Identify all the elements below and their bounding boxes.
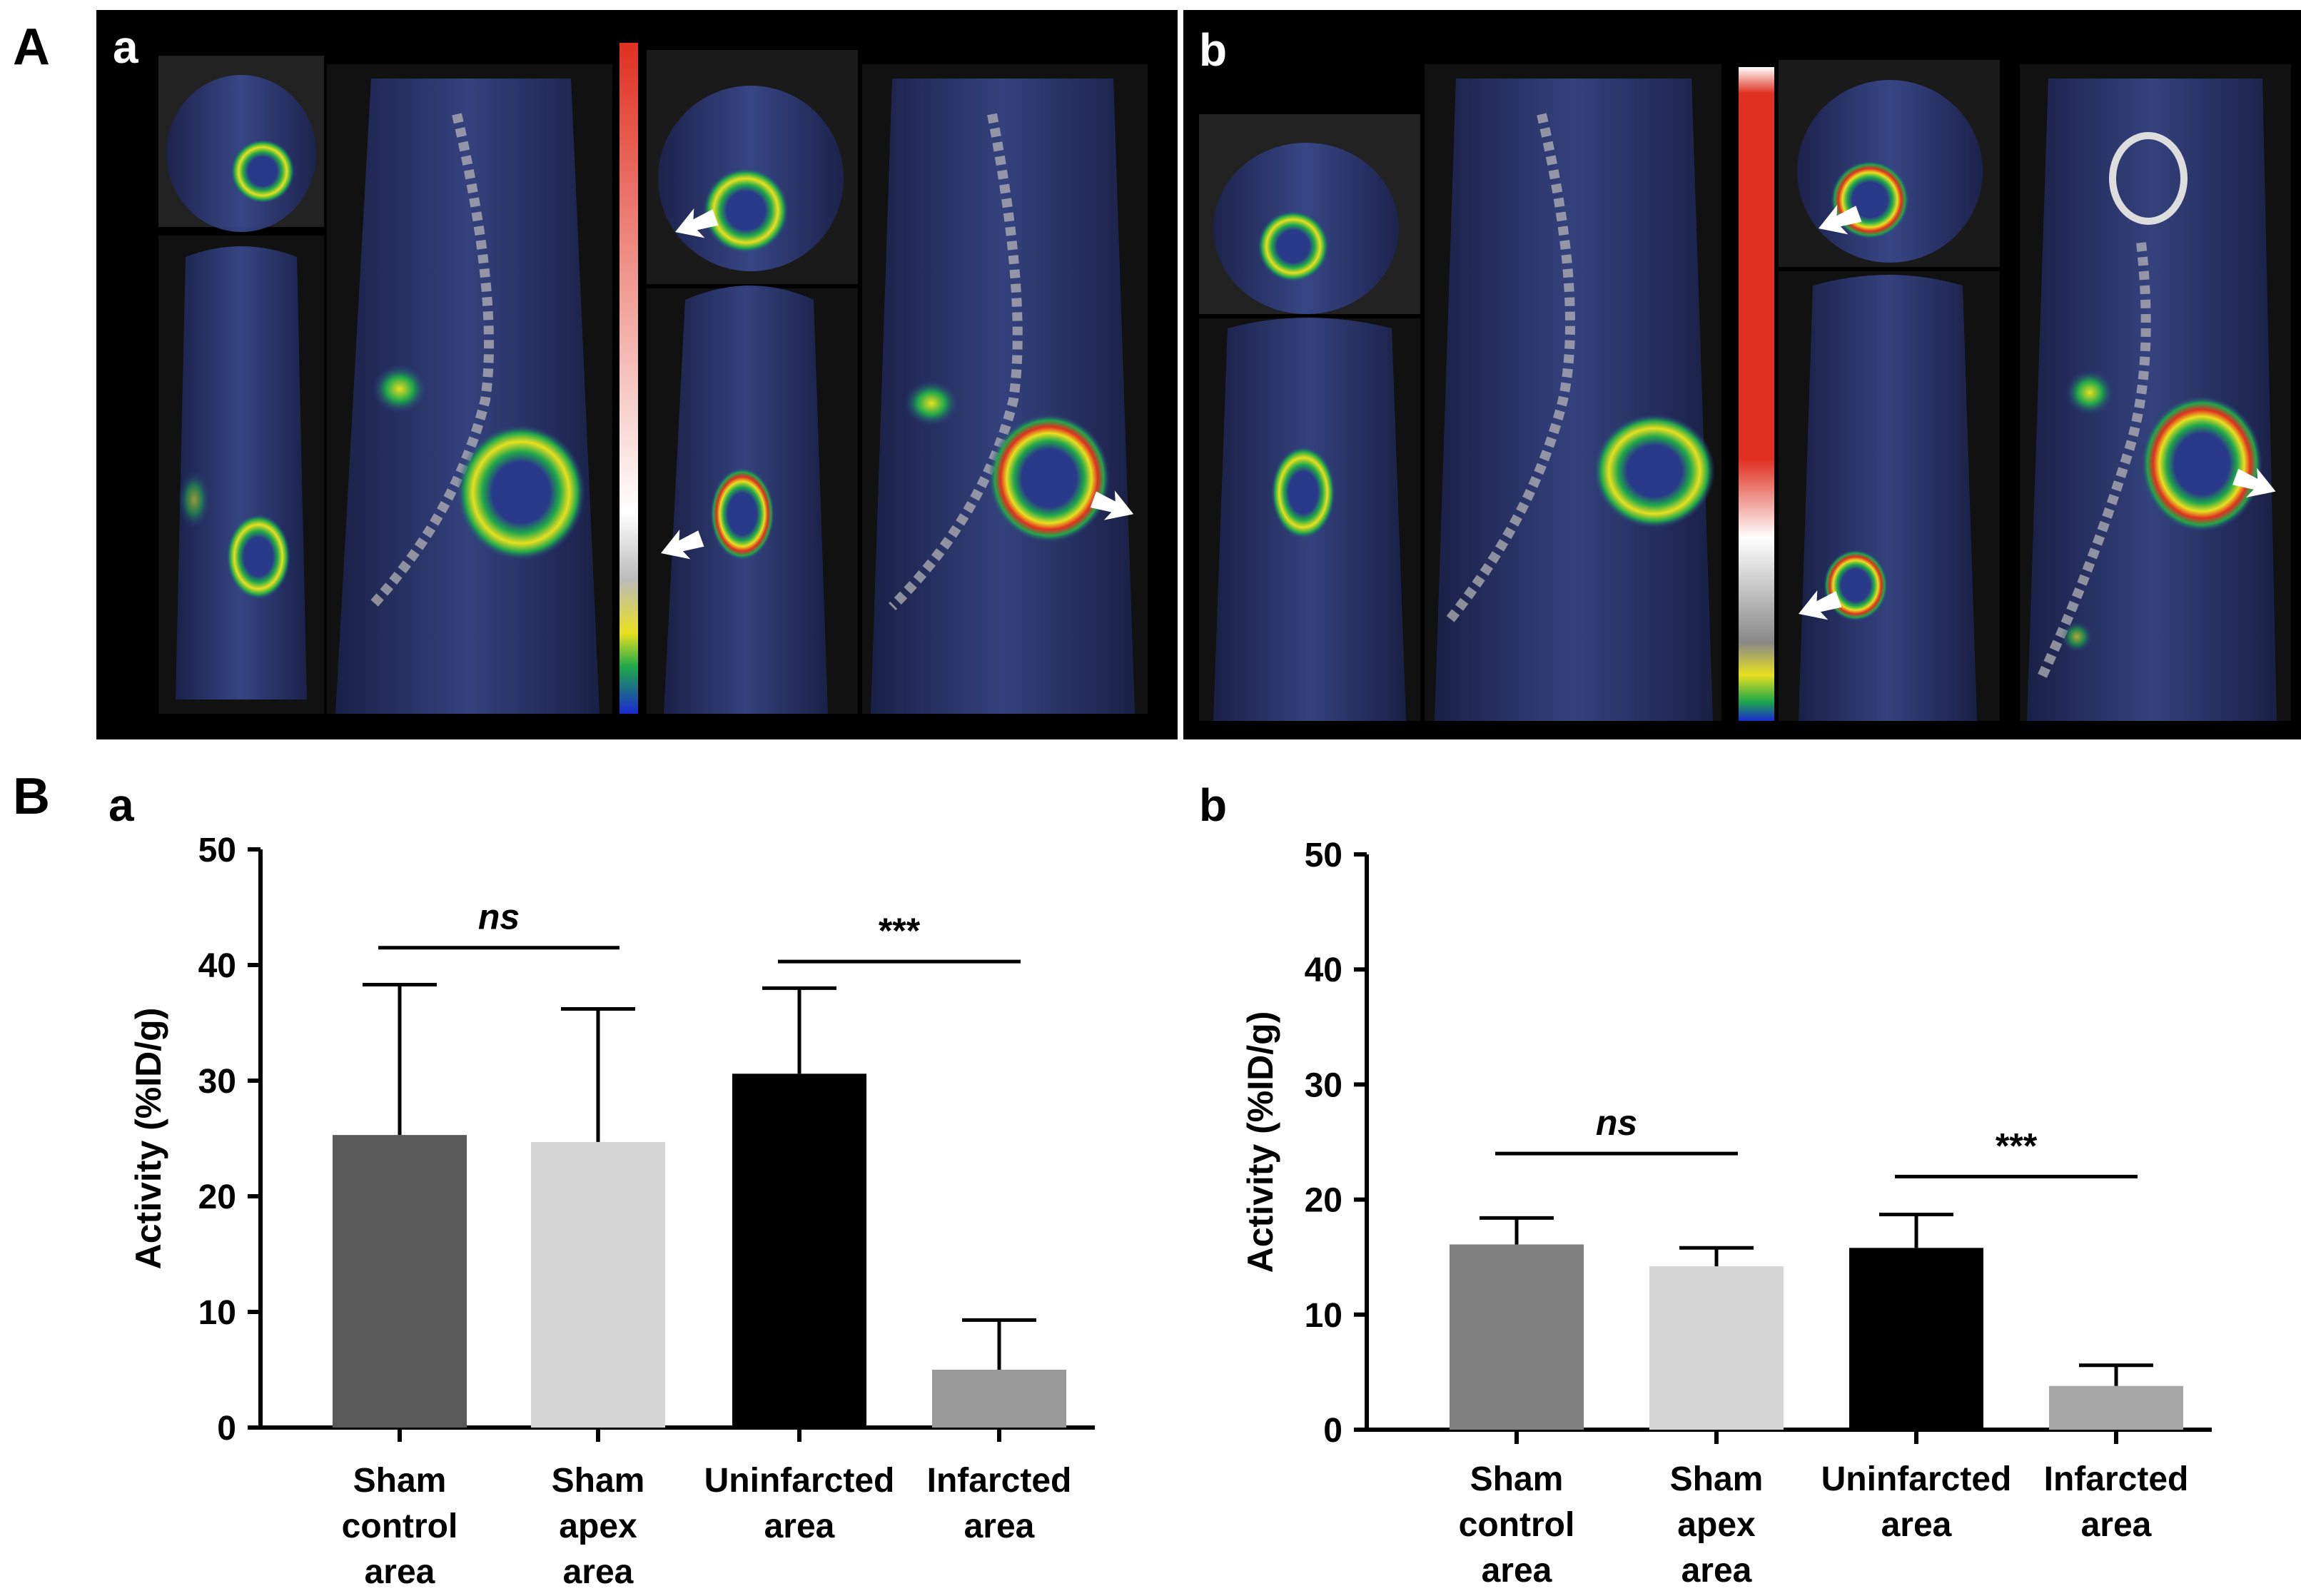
bar [1450,1244,1584,1430]
y-axis-title: Activity (%ID/g) [128,1008,168,1270]
bar [1649,1266,1784,1430]
significance-label: *** [1996,1126,2038,1166]
y-tick-label: 40 [198,947,236,985]
panel-a-label: A [13,19,50,76]
y-tick-label: 40 [1305,951,1342,989]
y-tick-label: 20 [1305,1182,1342,1220]
y-tick-label: 50 [198,832,236,869]
bar [2049,1385,2183,1430]
imaging-panel-a-label: a [113,21,138,73]
y-tick-label: 10 [198,1294,236,1332]
bar [732,1074,866,1428]
imaging-panel-b-label: b [1199,24,1227,76]
y-tick-label: 50 [1305,837,1342,874]
category-label: Infarcted area [927,1462,1072,1545]
category-label: Sham apex area [552,1462,645,1591]
category-label: Sham apex area [1670,1460,1764,1590]
chart-b-label: b [1199,779,1227,831]
bar-chart-b: b 0 10 20 30 40 50 Activity (%ID/g) Sham control… [1199,779,2212,1590]
category-label: Infarcted area [2044,1460,2189,1544]
significance-label: ns [478,897,520,937]
chart-a-label: a [108,779,134,831]
y-tick-label: 0 [1323,1412,1342,1450]
y-tick-label: 0 [217,1410,236,1448]
bar [333,1135,467,1428]
bar [1849,1248,1983,1430]
y-tick-label: 10 [1305,1297,1342,1335]
imaging-panel-b: b [1183,10,2301,739]
bar [932,1370,1066,1428]
bar-chart-a: a 0 10 20 30 40 50 Activity (%ID/g) Sham control… [108,779,1095,1591]
y-axis-title: Activity (%ID/g) [1240,1011,1280,1273]
significance-label: ns [1596,1103,1637,1143]
category-label: Uninfarcted area [704,1462,895,1545]
bar [531,1141,665,1428]
category-label: Uninfarcted area [1821,1460,2012,1544]
y-tick-label: 30 [1305,1066,1342,1104]
category-label: Sham control area [342,1462,458,1591]
y-tick-label: 30 [198,1063,236,1101]
category-label: Sham control area [1459,1460,1575,1590]
panel-b-label: B [13,768,50,825]
y-tick-label: 20 [198,1178,236,1216]
imaging-panel-a: a [96,10,1178,739]
significance-label: *** [879,911,921,951]
